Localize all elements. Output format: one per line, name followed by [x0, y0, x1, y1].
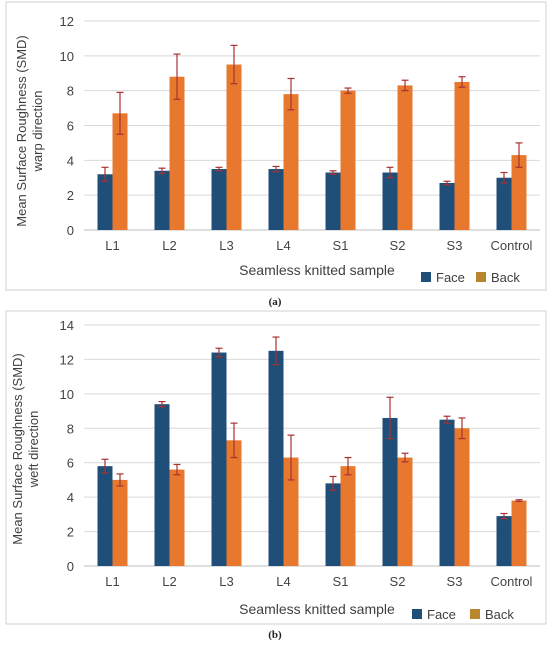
chart-a-bar-face: [154, 170, 170, 230]
chart-a-bar-face: [325, 172, 341, 230]
chart-b-bar-back: [340, 466, 356, 566]
chart-a-bar-back: [397, 85, 413, 230]
chart-a-bar-back: [112, 113, 128, 230]
chart-a-legend-label-face: Face: [436, 270, 465, 285]
chart-b-bar-back: [454, 428, 470, 566]
chart-b-bar-face: [325, 483, 341, 566]
chart-a-bar-face: [439, 182, 455, 230]
chart-a-x-tick-label: S3: [447, 238, 463, 253]
chart-a-bar-face: [496, 177, 512, 230]
chart-a-legend-swatch-face: [421, 272, 431, 282]
chart-panel-a: 0 2 4 6 8 10 12 L1 L2 L3 L4 S1 S2 S3 Control Mean Surfa…: [0, 0, 550, 300]
chart-b-svg: 0 2 4 6 8 10 12 14 L1 L2 L3 L4 S1 S2 S3 Control Mean Sur…: [5, 310, 547, 625]
chart-b-bar-face: [154, 404, 170, 566]
chart-a-bar-face: [97, 174, 113, 230]
chart-b-bar-back: [169, 469, 185, 566]
chart-a-y-tick-label: 2: [67, 188, 74, 203]
chart-a-x-tick-label: L4: [276, 238, 290, 253]
chart-a-x-tick-label: L1: [105, 238, 119, 253]
chart-b-y-tick-label: 8: [67, 421, 74, 436]
chart-b-x-tick-label: Control: [491, 574, 533, 589]
chart-a-x-tick-label: S2: [390, 238, 406, 253]
chart-b-y-tick-label: 0: [67, 559, 74, 574]
chart-b-y-axis-title-line: Mean Surface Roughness (SMD): [10, 353, 25, 544]
chart-b-y-tick-label: 6: [67, 456, 74, 471]
chart-a-bar-back: [226, 64, 242, 231]
chart-a-y-tick-label: 10: [60, 49, 74, 64]
caption-a: (a): [268, 296, 282, 308]
chart-b-bar-back: [397, 457, 413, 566]
caption-b: (b): [268, 629, 282, 641]
chart-b-x-tick-label: L4: [276, 574, 290, 589]
chart-a-frame: [5, 1, 547, 291]
chart-a-y-tick-label: 8: [67, 84, 74, 99]
chart-a-bar-back: [340, 90, 356, 231]
chart-b-y-tick-label: 2: [67, 525, 74, 540]
chart-a-y-tick-label: 0: [67, 223, 74, 238]
chart-a-legend-swatch-back: [476, 272, 486, 282]
chart-b-legend-label-back: Back: [485, 607, 514, 622]
chart-b-y-axis-title-line: weft direction: [26, 411, 41, 489]
chart-a-bar-face: [268, 169, 284, 230]
chart-a-bar-back: [283, 94, 299, 231]
chart-b-x-axis-title: Seamless knitted sample: [239, 601, 395, 617]
chart-a-legend-label-back: Back: [491, 270, 520, 285]
chart-b-bar-face: [382, 417, 398, 566]
chart-b-legend-label-face: Face: [427, 607, 456, 622]
chart-b-frame: [5, 310, 547, 625]
chart-a-bar-face: [211, 169, 227, 230]
chart-a-svg: 0 2 4 6 8 10 12 L1 L2 L3 L4 S1 S2 S3 Control Mean Surfa…: [5, 1, 547, 291]
chart-b-bar-back: [226, 440, 242, 566]
chart-a-x-tick-label: S1: [333, 238, 349, 253]
chart-b-bar-face: [439, 419, 455, 566]
chart-a-y-axis-title: Mean Surface Roughness (SMD)warp directi…: [14, 35, 45, 226]
chart-a-bar-back: [169, 76, 185, 230]
chart-a-y-axis-title-line: Mean Surface Roughness (SMD): [14, 35, 29, 226]
chart-b-y-axis-title: Mean Surface Roughness (SMD)weft directi…: [10, 353, 41, 544]
chart-b-bar-face: [211, 352, 227, 566]
chart-a-y-tick-label: 6: [67, 119, 74, 134]
chart-a-y-tick-label: 4: [67, 153, 74, 168]
chart-b-legend-swatch-face: [412, 609, 422, 619]
chart-b-y-tick-label: 14: [60, 318, 74, 333]
chart-a-bar-back: [511, 155, 527, 230]
chart-b-bar-back: [112, 479, 128, 566]
chart-b-y-tick-label: 4: [67, 490, 74, 505]
chart-b-x-tick-label: S2: [390, 574, 406, 589]
chart-a-x-tick-label: L3: [219, 238, 233, 253]
chart-b-legend-swatch-back: [470, 609, 480, 619]
chart-b-bar-back: [511, 500, 527, 566]
chart-panel-b: 0 2 4 6 8 10 12 14 L1 L2 L3 L4 S1 S2 S3 Control Mean Sur…: [0, 309, 550, 632]
chart-b-bar-face: [97, 466, 113, 566]
chart-a-x-axis-title: Seamless knitted sample: [239, 262, 395, 278]
chart-b-x-tick-label: S1: [333, 574, 349, 589]
chart-a-bar-back: [454, 81, 470, 230]
chart-b-bar-face: [496, 516, 512, 566]
chart-b-bar-face: [268, 350, 284, 566]
chart-b-y-tick-label: 12: [60, 352, 74, 367]
chart-a-x-tick-label: L2: [162, 238, 176, 253]
chart-a-y-tick-label: 12: [60, 14, 74, 29]
chart-a-x-tick-label: Control: [491, 238, 533, 253]
chart-a-bar-face: [382, 172, 398, 230]
chart-b-x-tick-label: S3: [447, 574, 463, 589]
chart-b-y-tick-label: 10: [60, 387, 74, 402]
chart-b-x-tick-label: L2: [162, 574, 176, 589]
chart-b-x-tick-label: L1: [105, 574, 119, 589]
chart-a-y-axis-title-line: warp direction: [30, 91, 45, 173]
chart-b-x-tick-label: L3: [219, 574, 233, 589]
chart-b-bar-back: [283, 457, 299, 566]
